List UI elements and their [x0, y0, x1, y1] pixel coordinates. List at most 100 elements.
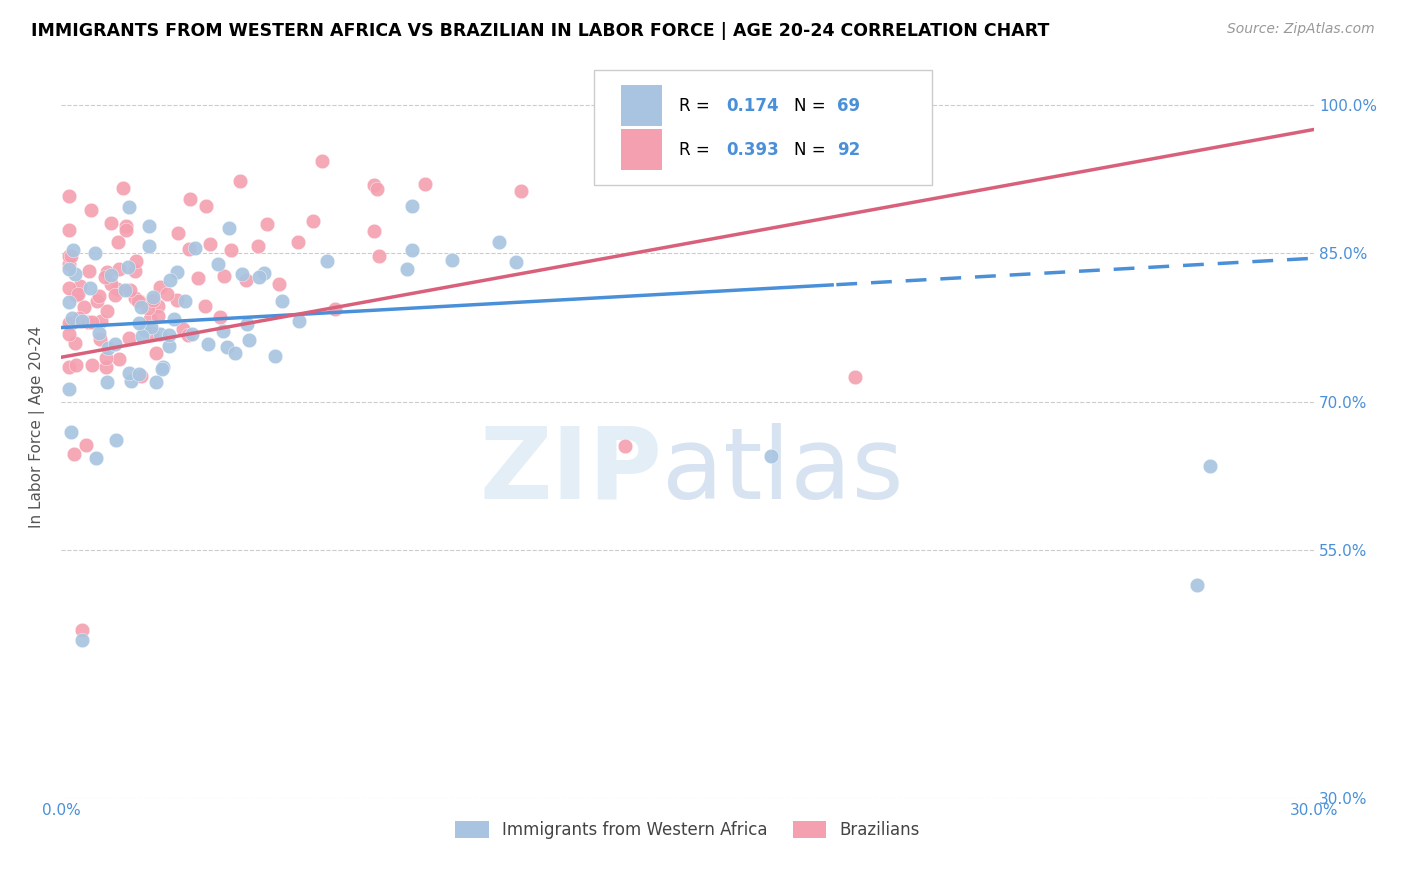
- Point: [157, 327, 180, 342]
- Point: [163, 312, 186, 326]
- Point: [157, 339, 180, 353]
- Point: [510, 184, 533, 198]
- Point: [77, 315, 100, 329]
- Point: [107, 235, 129, 249]
- Point: [145, 346, 167, 360]
- Point: [323, 301, 346, 316]
- Point: [65, 358, 87, 372]
- Point: [869, 87, 891, 102]
- Point: [58, 249, 80, 263]
- Point: [105, 282, 128, 296]
- Point: [141, 326, 163, 340]
- Point: [58, 257, 80, 271]
- Point: [58, 327, 80, 342]
- Point: [396, 261, 419, 276]
- Point: [58, 382, 80, 396]
- Point: [63, 336, 86, 351]
- Point: [181, 327, 204, 342]
- FancyBboxPatch shape: [621, 129, 662, 170]
- Point: [505, 254, 527, 268]
- Point: [60, 316, 83, 330]
- Point: [208, 310, 231, 325]
- Point: [86, 293, 108, 308]
- Point: [613, 440, 636, 454]
- Point: [142, 290, 165, 304]
- Point: [166, 293, 188, 307]
- Point: [82, 359, 104, 373]
- Point: [138, 219, 160, 233]
- Point: [194, 299, 217, 313]
- Point: [177, 327, 200, 342]
- Point: [138, 239, 160, 253]
- Point: [77, 264, 100, 278]
- Point: [100, 216, 122, 230]
- Point: [179, 192, 201, 206]
- Point: [131, 368, 153, 383]
- Point: [58, 223, 80, 237]
- Point: [89, 332, 111, 346]
- Text: IMMIGRANTS FROM WESTERN AFRICA VS BRAZILIAN IN LABOR FORCE | AGE 20-24 CORRELATI: IMMIGRANTS FROM WESTERN AFRICA VS BRAZIL…: [31, 22, 1049, 40]
- Point: [97, 341, 120, 355]
- Point: [236, 317, 259, 331]
- Point: [65, 288, 87, 302]
- Point: [127, 293, 149, 308]
- Point: [136, 301, 159, 315]
- Point: [89, 326, 111, 340]
- Point: [844, 370, 866, 384]
- Point: [128, 368, 150, 382]
- Point: [120, 283, 142, 297]
- Point: [221, 243, 243, 257]
- Point: [131, 329, 153, 343]
- Point: [149, 327, 172, 342]
- Y-axis label: In Labor Force | Age 20-24: In Labor Force | Age 20-24: [30, 326, 45, 528]
- Point: [58, 359, 80, 374]
- Point: [184, 241, 207, 255]
- Text: N =: N =: [794, 96, 831, 114]
- Point: [1185, 578, 1208, 592]
- Point: [128, 316, 150, 330]
- Text: 69: 69: [837, 96, 860, 114]
- Point: [128, 293, 150, 308]
- Point: [60, 310, 83, 325]
- Point: [108, 351, 131, 366]
- Point: [115, 223, 138, 237]
- Point: [229, 174, 252, 188]
- Point: [129, 300, 152, 314]
- Point: [207, 257, 229, 271]
- Point: [287, 235, 309, 249]
- Point: [73, 300, 96, 314]
- Point: [187, 270, 209, 285]
- Point: [218, 220, 240, 235]
- Point: [172, 322, 194, 336]
- Point: [145, 375, 167, 389]
- Point: [58, 295, 80, 310]
- Point: [100, 277, 122, 291]
- Point: [134, 323, 156, 337]
- Point: [60, 425, 83, 439]
- Text: N =: N =: [794, 141, 831, 159]
- Point: [759, 450, 782, 464]
- Point: [235, 273, 257, 287]
- Point: [152, 360, 174, 375]
- Point: [67, 287, 90, 301]
- Point: [79, 203, 101, 218]
- Point: [89, 289, 111, 303]
- Point: [146, 309, 169, 323]
- Text: atlas: atlas: [662, 423, 904, 520]
- Point: [401, 199, 423, 213]
- Point: [58, 281, 80, 295]
- Point: [62, 243, 84, 257]
- Point: [69, 278, 91, 293]
- Point: [104, 337, 127, 351]
- Point: [60, 249, 83, 263]
- Point: [231, 267, 253, 281]
- Point: [363, 224, 385, 238]
- Point: [159, 273, 181, 287]
- Point: [58, 316, 80, 330]
- Point: [70, 623, 93, 637]
- Text: 0.174: 0.174: [727, 96, 779, 114]
- Point: [413, 177, 436, 191]
- Point: [194, 199, 217, 213]
- Point: [94, 359, 117, 374]
- Point: [363, 178, 385, 192]
